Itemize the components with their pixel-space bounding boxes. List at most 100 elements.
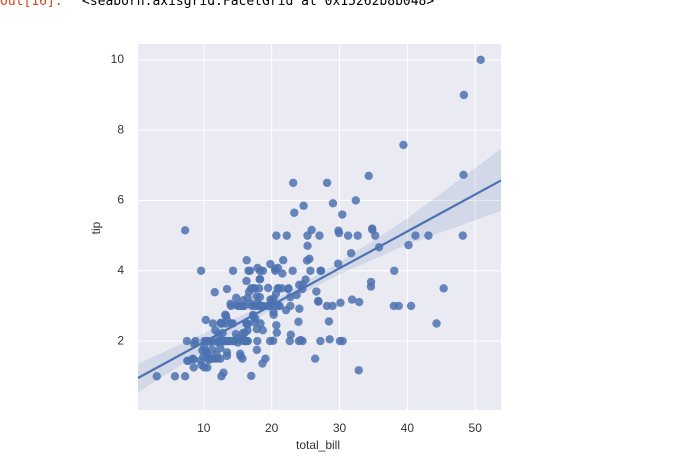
scatter-point xyxy=(222,284,232,294)
scatter-point xyxy=(278,269,287,278)
x-tick-label: 40 xyxy=(401,421,415,435)
scatter-point xyxy=(204,355,214,364)
scatter-point xyxy=(282,231,291,240)
scatter-point xyxy=(250,301,259,311)
scatter-point xyxy=(182,336,192,346)
x-tick-label: 30 xyxy=(333,421,347,435)
scatter-point xyxy=(432,319,441,328)
scatter-point xyxy=(459,90,469,100)
scatter-point xyxy=(404,240,413,250)
x-axis-label: total_bill xyxy=(296,438,340,452)
scatter-point xyxy=(295,304,304,313)
scatter-point xyxy=(368,225,377,234)
scatter-point xyxy=(226,301,236,311)
scatter-point xyxy=(335,336,345,346)
scatter-point xyxy=(272,321,281,330)
scatter-point xyxy=(253,336,262,346)
scatter-point xyxy=(343,231,353,240)
scatter-point xyxy=(354,366,363,375)
scatter-point xyxy=(288,266,297,275)
y-tick-label: 4 xyxy=(117,263,124,277)
scatter-point xyxy=(184,356,193,365)
scatter-point xyxy=(399,140,408,150)
scatter-point xyxy=(294,317,303,326)
scatter-point xyxy=(228,266,238,275)
scatter-point xyxy=(258,325,267,335)
scatter-point xyxy=(306,266,315,275)
scatter-point xyxy=(316,266,326,275)
scatter-point xyxy=(394,301,403,311)
scatter-point xyxy=(299,201,308,210)
scatter-point xyxy=(366,277,376,287)
scatter-point xyxy=(242,276,251,286)
scatter-point xyxy=(322,301,332,311)
scatter-point xyxy=(221,319,231,328)
scatter-point xyxy=(201,315,210,325)
scatter-point xyxy=(288,178,298,188)
scatter-point xyxy=(196,266,206,275)
scatter-point xyxy=(231,329,241,339)
scatter-point xyxy=(272,231,281,240)
scatter-point xyxy=(315,231,324,240)
scatter-point xyxy=(324,317,334,326)
scatter-point xyxy=(406,301,416,311)
scatter-point xyxy=(243,326,252,335)
scatter-point xyxy=(189,363,198,372)
scatter-point xyxy=(265,336,275,346)
output-text: <seaborn.axisgrid.FacetGrid at 0x15262b8… xyxy=(82,0,435,9)
regression-line xyxy=(137,179,502,379)
scatter-point xyxy=(338,210,347,219)
scatter-point xyxy=(353,231,362,240)
scatter-point xyxy=(314,296,323,306)
scatter-point xyxy=(170,372,180,381)
scatter-point xyxy=(221,311,231,320)
scatter-point xyxy=(336,298,345,307)
scatter-point xyxy=(210,288,219,297)
scatter-point xyxy=(312,287,321,296)
scatter-point xyxy=(439,284,448,293)
scatter-point xyxy=(266,259,275,269)
scatter-point xyxy=(322,178,332,188)
scatter-point xyxy=(310,354,320,363)
y-tick-label: 2 xyxy=(117,333,124,347)
scatter-point xyxy=(459,170,468,179)
output-prompt: Out[16]: xyxy=(0,0,63,9)
scatter-point xyxy=(254,284,264,293)
y-tick-label: 6 xyxy=(117,193,124,207)
scatter-point xyxy=(244,266,253,275)
scatter-point xyxy=(180,226,190,235)
scatter-point xyxy=(208,319,218,328)
x-tick-label: 50 xyxy=(469,421,483,435)
scatter-point xyxy=(232,293,241,303)
scatter-point xyxy=(294,336,304,346)
scatter-point xyxy=(411,231,420,240)
scatter-point xyxy=(258,359,267,368)
scatter-point xyxy=(303,241,312,251)
scatter-point xyxy=(328,199,338,208)
scatter-point xyxy=(218,336,227,345)
scatter-point xyxy=(390,266,399,275)
scatter-point xyxy=(316,336,325,346)
scatter-point xyxy=(247,371,256,381)
scatter-point xyxy=(458,231,468,240)
scatter-point xyxy=(351,196,360,205)
scatter-point xyxy=(272,328,282,337)
scatter-point xyxy=(238,354,247,363)
scatter-point xyxy=(255,275,264,284)
scatter-point xyxy=(242,256,251,265)
x-tick-label: 10 xyxy=(197,421,211,435)
scatter-point xyxy=(283,284,293,294)
scatter-point xyxy=(255,292,265,302)
scatter-point xyxy=(152,372,161,381)
x-tick-label: 20 xyxy=(265,421,279,435)
scatter-point xyxy=(252,345,262,355)
confidence-band xyxy=(138,148,501,393)
scatter-point xyxy=(307,225,316,235)
scatter-point xyxy=(217,372,226,381)
scatter-point xyxy=(333,259,343,268)
scatter-point xyxy=(346,248,356,258)
scatter-point xyxy=(180,372,190,381)
scatter-point xyxy=(200,363,209,372)
